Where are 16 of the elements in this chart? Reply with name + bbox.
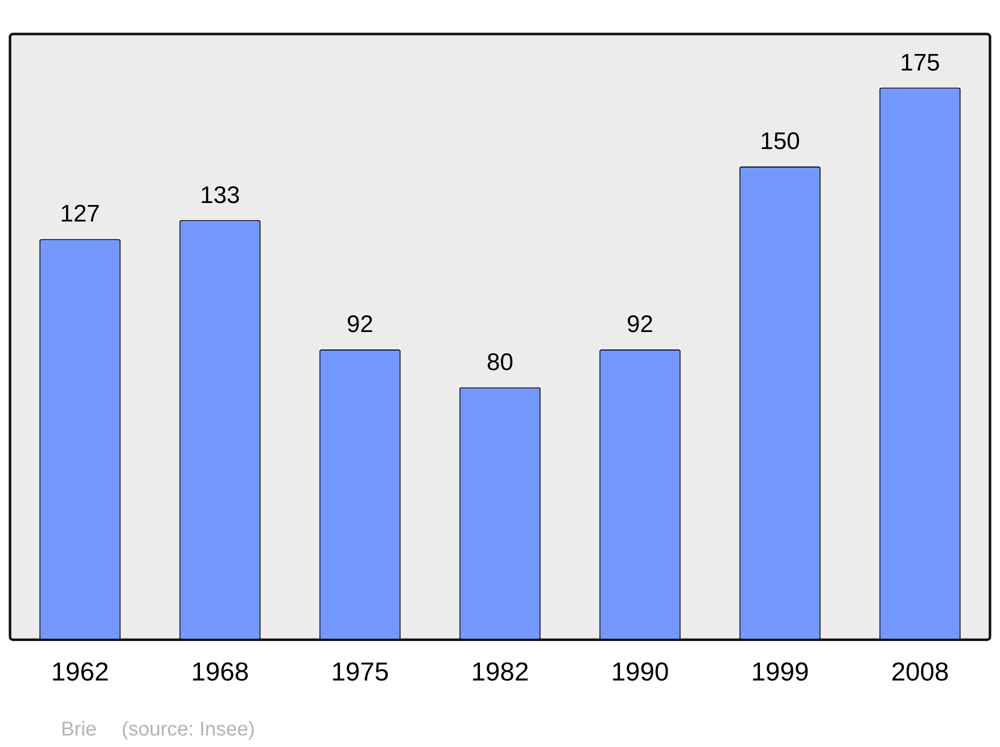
- data-label: 92: [626, 311, 654, 338]
- x-tick-label: 1990: [611, 656, 669, 687]
- data-label: 80: [486, 349, 514, 376]
- data-label: 92: [346, 311, 374, 338]
- data-label: 175: [900, 49, 940, 76]
- text: Brie: [61, 718, 97, 741]
- data-label: 127: [60, 200, 100, 228]
- x-tick-label: 1999: [751, 656, 809, 687]
- data-label: 150: [760, 128, 800, 156]
- data-label: 133: [200, 182, 240, 209]
- text: (source: Insee): [122, 718, 255, 741]
- x-tick-label: 1962: [51, 656, 109, 687]
- x-tick-label: 1975: [331, 656, 389, 687]
- x-tick-label: 1968: [191, 656, 249, 687]
- x-tick-label: 2008: [891, 656, 949, 687]
- x-tick-label: 1982: [471, 656, 529, 687]
